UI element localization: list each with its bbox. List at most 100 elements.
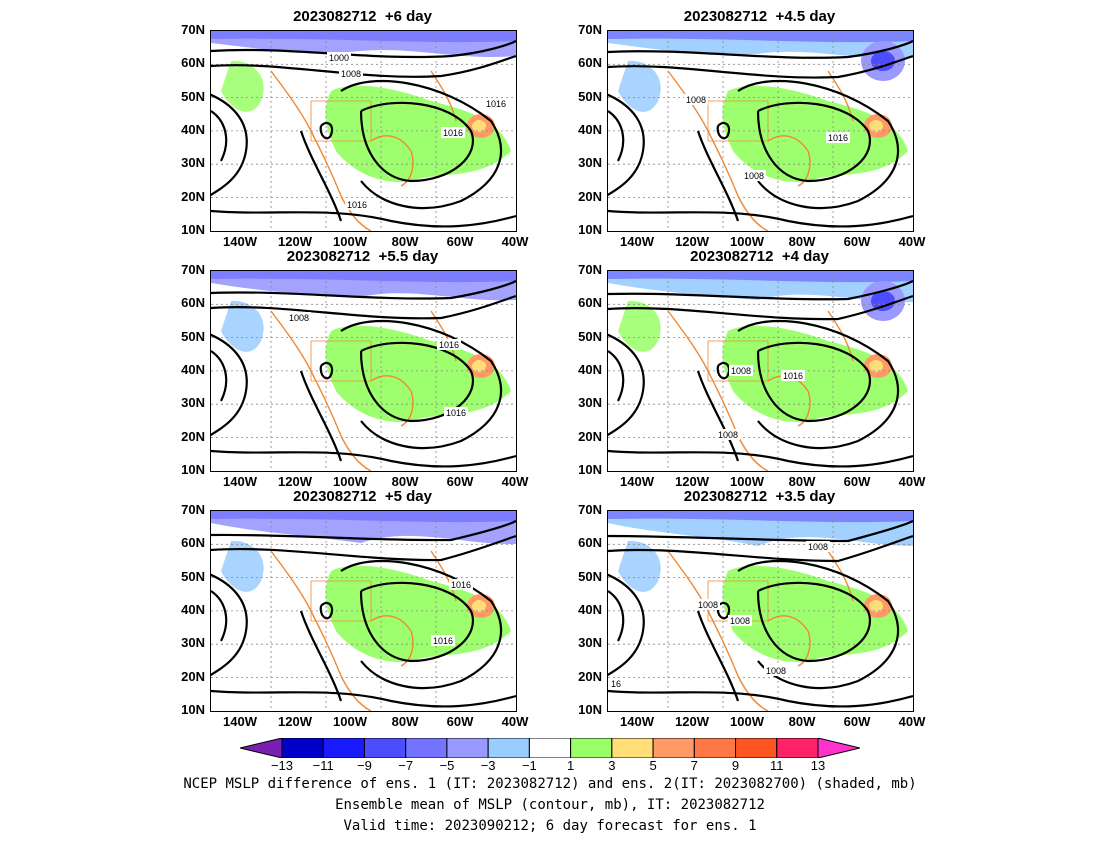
lat-tick-label: 70N (181, 262, 205, 277)
panel-title: 2023082712 +5 day (293, 488, 432, 505)
colorbar: −13 −11 −9 −7 −5 −3 −1 1 3 5 7 9 11 13 (239, 737, 861, 778)
isobar-label: 1016 (437, 339, 461, 350)
svg-text:1008: 1008 (808, 542, 828, 552)
lon-tick-label: 40W (501, 234, 529, 249)
colorbar-swatch (611, 737, 654, 759)
svg-text:1008: 1008 (289, 313, 309, 323)
svg-text:1008: 1008 (731, 366, 751, 376)
lat-tick-label: 60N (578, 295, 602, 311)
svg-text:1008: 1008 (686, 95, 706, 105)
lat-tick-label: 10N (181, 461, 205, 477)
lon-tick-label: 60W (843, 474, 871, 489)
isobar-label: 1008 (684, 94, 708, 105)
colorbar-tick-label: −3 (480, 758, 496, 773)
map-svg: 1008 1008 1008 1008 16 (608, 511, 913, 711)
colorbar-max-arrow (817, 737, 861, 759)
colorbar-swatch (405, 737, 448, 759)
lon-tick-label: 100W (730, 714, 764, 729)
svg-text:1008: 1008 (718, 430, 738, 440)
lat-tick-label: 30N (578, 395, 602, 411)
lon-tick-label: 80W (391, 714, 419, 729)
lon-tick-label: 40W (501, 474, 529, 489)
isobar-label: 16 (608, 678, 628, 689)
lat-tick-label: 30N (578, 635, 602, 651)
svg-text:1016: 1016 (446, 408, 466, 418)
lat-tick-label: 30N (181, 395, 205, 411)
svg-text:16: 16 (611, 679, 621, 689)
lon-tick-label: 40W (898, 474, 926, 489)
isobar-label: 1016 (449, 579, 473, 590)
isobar-label: 1008 (339, 68, 363, 79)
lon-tick-label: 60W (843, 714, 871, 729)
isobar-label: 1000 (327, 52, 351, 63)
svg-text:1016: 1016 (828, 133, 848, 143)
colorbar-swatches (239, 737, 861, 759)
lat-tick-label: 10N (181, 221, 205, 237)
lat-tick-label: 20N (181, 428, 205, 444)
lon-tick-label: 120W (278, 474, 312, 489)
colorbar-tick-label: −1 (521, 758, 537, 773)
lon-tick-label: 120W (675, 714, 709, 729)
map-plot: 1008 1016 1016 (210, 270, 517, 472)
lon-tick-label: 40W (898, 714, 926, 729)
map-plot: 1008 1008 1008 1008 16 (607, 510, 914, 712)
lat-tick-label: 10N (578, 221, 602, 237)
lon-tick-label: 100W (730, 234, 764, 249)
lat-tick-label: 20N (578, 188, 602, 204)
isobar-label: 1016 (826, 132, 850, 143)
colorbar-swatch (776, 737, 819, 759)
lat-tick-label: 50N (578, 568, 602, 584)
lon-tick-label: 40W (501, 714, 529, 729)
colorbar-swatch (363, 737, 407, 759)
lon-tick-label: 140W (223, 714, 257, 729)
map-plot: 1008 1016 1008 (607, 30, 914, 232)
lon-tick-label: 140W (223, 234, 257, 249)
panel-title: 2023082712 +6 day (293, 8, 432, 25)
panel-title: 2023082712 +5.5 day (286, 248, 439, 265)
colorbar-swatch (570, 737, 613, 759)
lon-tick-label: 80W (788, 714, 816, 729)
lon-tick-label: 140W (620, 714, 654, 729)
svg-text:1008: 1008 (766, 666, 786, 676)
lon-tick-label: 140W (620, 474, 654, 489)
colorbar-tick-label: 11 (770, 758, 784, 773)
lat-tick-label: 40N (181, 601, 205, 617)
lat-tick-label: 30N (181, 635, 205, 651)
colorbar-swatch (281, 737, 324, 759)
colorbar-swatch (735, 737, 778, 759)
lat-tick-label: 70N (578, 22, 602, 37)
svg-text:1016: 1016 (347, 200, 367, 210)
lat-tick-label: 20N (578, 668, 602, 684)
panel-title: 2023082712 +4.5 day (683, 8, 836, 25)
lon-tick-label: 100W (333, 474, 367, 489)
lat-tick-label: 20N (181, 668, 205, 684)
isobar-label: 1016 (441, 127, 465, 138)
lon-tick-label: 80W (788, 474, 816, 489)
svg-text:1016: 1016 (451, 580, 471, 590)
lon-tick-label: 40W (898, 234, 926, 249)
lat-tick-label: 40N (578, 361, 602, 377)
map-plot: 1008 1016 1008 (607, 270, 914, 472)
lon-tick-label: 100W (333, 234, 367, 249)
isobar-label: 1008 (728, 615, 752, 626)
isobar-label: 1016 (781, 370, 805, 381)
lon-tick-label: 60W (446, 474, 474, 489)
lon-tick-label: 120W (278, 714, 312, 729)
colorbar-tick-label: −9 (357, 758, 372, 773)
colorbar-swatch (446, 737, 489, 759)
colorbar-tick-label: 3 (608, 758, 616, 773)
lon-tick-label: 140W (620, 234, 654, 249)
lat-tick-label: 40N (578, 601, 602, 617)
svg-text:1008: 1008 (744, 171, 764, 181)
lat-tick-label: 20N (181, 188, 205, 204)
lat-tick-label: 10N (578, 461, 602, 477)
lon-tick-label: 100W (730, 474, 764, 489)
lon-tick-label: 140W (223, 474, 257, 489)
isobar-label: 1008 (729, 365, 753, 376)
colorbar-swatch (322, 737, 365, 759)
lat-tick-label: 60N (181, 55, 205, 71)
lat-tick-label: 40N (181, 361, 205, 377)
lat-tick-label: 50N (578, 88, 602, 104)
isobar-label: 1008 (764, 665, 788, 676)
lat-tick-label: 30N (578, 155, 602, 171)
